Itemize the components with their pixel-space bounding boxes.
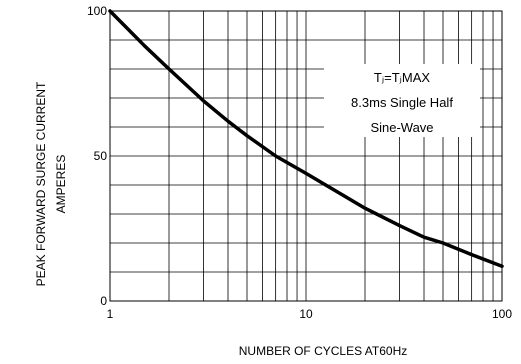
x-axis-title: NUMBER OF CYCLES AT60Hz <box>239 344 407 358</box>
x-tick-label: 1 <box>107 307 114 321</box>
annotation-box: Tⱼ=TⱼMAX 8.3ms Single Half Sine-Wave <box>324 64 480 137</box>
plot-frame <box>109 10 503 302</box>
x-tick-label: 10 <box>299 307 313 321</box>
x-tick-label: 100 <box>492 307 512 321</box>
annotation-line-1: Tⱼ=TⱼMAX <box>374 70 431 85</box>
x-axis-ticks: 1 10 100 <box>107 307 513 321</box>
annotation-line-2: 8.3ms Single Half <box>351 95 453 110</box>
surge-current-curve <box>108 9 504 268</box>
y-axis-title-line-2: AMPERES <box>54 155 68 214</box>
y-tick-label: 100 <box>87 4 107 18</box>
annotation-background <box>324 64 480 137</box>
vertical-gridlines <box>109 11 503 301</box>
y-tick-label: 50 <box>94 149 108 163</box>
annotation-line-3: Sine-Wave <box>370 120 433 135</box>
y-axis-title-line-1: PEAK FORWARD SURGE CURRENT <box>34 81 48 286</box>
y-tick-label: 0 <box>100 294 107 308</box>
y-axis-ticks: 0 50 100 <box>87 4 107 308</box>
